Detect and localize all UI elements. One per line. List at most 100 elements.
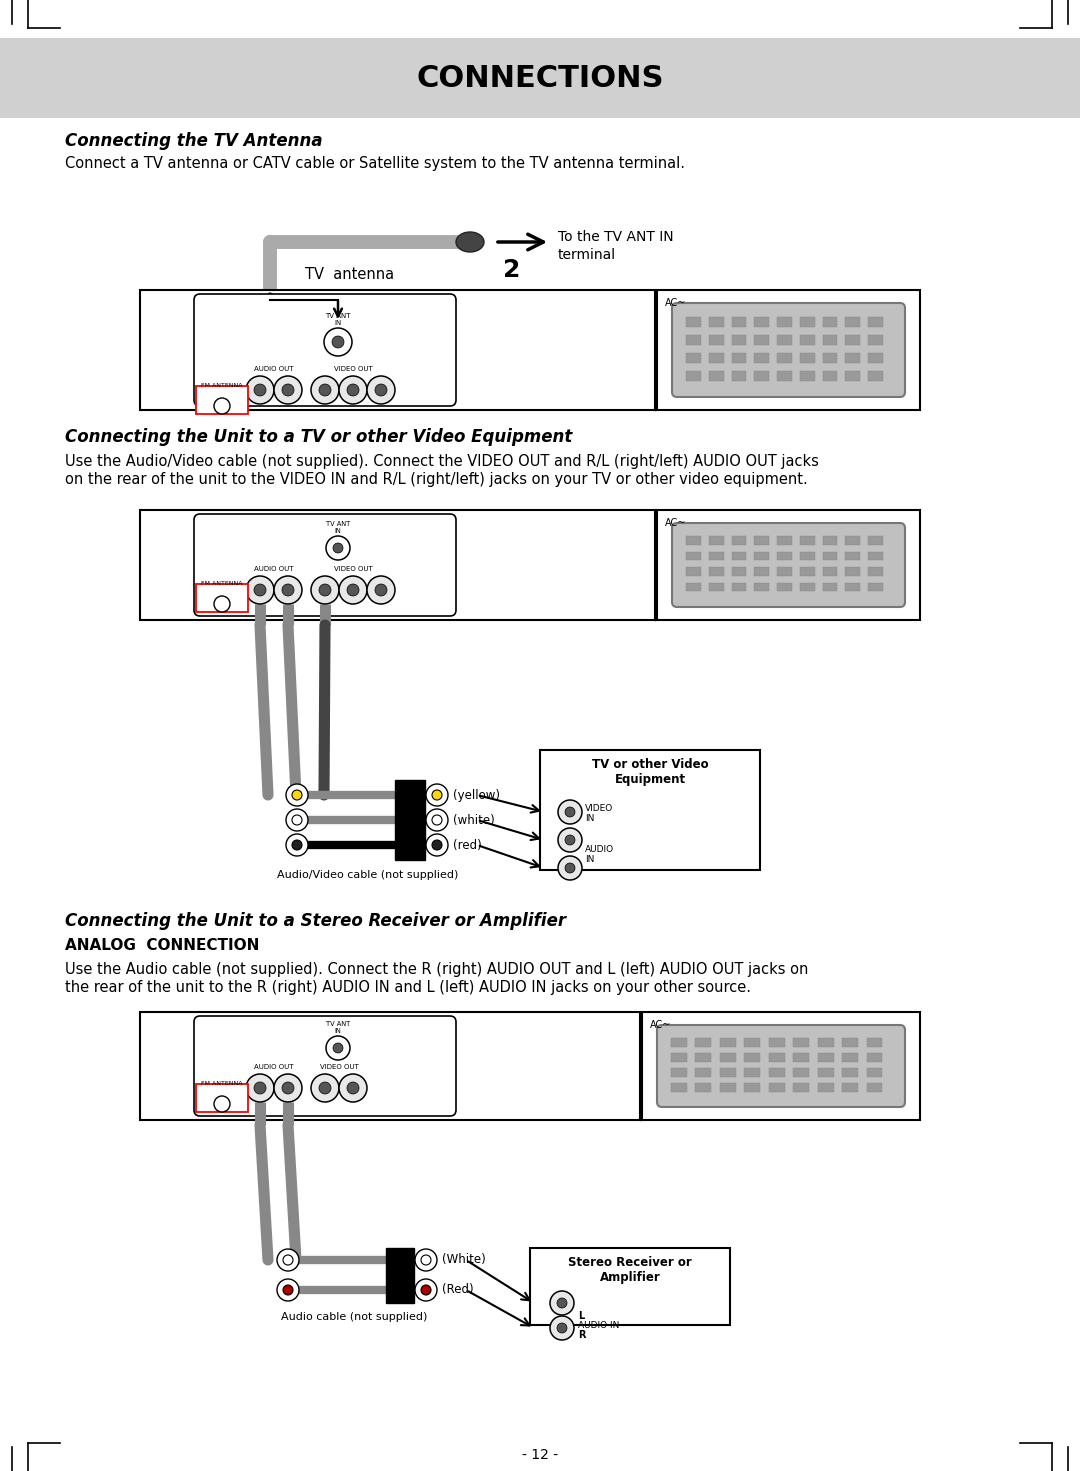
Bar — [818, 1083, 834, 1091]
Bar — [395, 780, 426, 861]
FancyBboxPatch shape — [657, 1025, 905, 1108]
Circle shape — [432, 840, 442, 850]
Text: Use the Audio/Video cable (not supplied). Connect the VIDEO OUT and R/L (right/l: Use the Audio/Video cable (not supplied)… — [65, 455, 819, 469]
Bar — [800, 552, 814, 560]
Bar — [793, 1039, 809, 1046]
Bar — [642, 1012, 920, 1119]
Bar — [140, 510, 654, 619]
Bar — [671, 1053, 687, 1062]
Circle shape — [274, 377, 302, 405]
Circle shape — [282, 584, 294, 596]
Bar — [846, 371, 861, 381]
Text: (Red): (Red) — [442, 1284, 474, 1296]
Circle shape — [415, 1278, 437, 1300]
Bar — [720, 1068, 735, 1077]
Circle shape — [274, 1074, 302, 1102]
Circle shape — [254, 584, 266, 596]
Bar — [793, 1068, 809, 1077]
Bar — [868, 335, 883, 344]
Bar — [793, 1053, 809, 1062]
Text: TV ANT
IN: TV ANT IN — [326, 1021, 350, 1034]
Text: AUDIO OUT: AUDIO OUT — [254, 566, 294, 572]
Bar — [868, 316, 883, 327]
Bar — [386, 1247, 414, 1302]
Circle shape — [276, 1249, 299, 1271]
FancyBboxPatch shape — [672, 524, 905, 608]
Bar — [754, 568, 769, 575]
Bar — [769, 1068, 785, 1077]
Bar — [696, 1053, 712, 1062]
Bar — [868, 552, 883, 560]
Bar — [754, 316, 769, 327]
Text: terminal: terminal — [558, 249, 616, 262]
Bar — [686, 568, 701, 575]
Circle shape — [282, 384, 294, 396]
Circle shape — [214, 1096, 230, 1112]
Bar — [846, 552, 861, 560]
Circle shape — [214, 596, 230, 612]
Bar — [868, 583, 883, 591]
Circle shape — [324, 328, 352, 356]
Circle shape — [292, 815, 302, 825]
Text: FM ANTENNA: FM ANTENNA — [201, 1081, 243, 1086]
Circle shape — [283, 1255, 293, 1265]
FancyBboxPatch shape — [194, 294, 456, 406]
Circle shape — [432, 815, 442, 825]
Text: AC~: AC~ — [665, 518, 687, 528]
Bar — [195, 385, 248, 413]
Bar — [823, 568, 837, 575]
Circle shape — [550, 1292, 573, 1315]
Bar — [868, 537, 883, 544]
Circle shape — [347, 384, 359, 396]
Bar — [720, 1083, 735, 1091]
Circle shape — [274, 577, 302, 605]
Text: FM ANTENNA: FM ANTENNA — [201, 382, 243, 388]
Circle shape — [558, 800, 582, 824]
Bar — [823, 371, 837, 381]
Text: VIDEO OUT: VIDEO OUT — [334, 366, 373, 372]
Bar — [708, 552, 724, 560]
Text: TV or other Video
Equipment: TV or other Video Equipment — [592, 758, 708, 786]
Text: (yellow): (yellow) — [453, 788, 500, 802]
Bar — [800, 316, 814, 327]
Text: R: R — [578, 1330, 585, 1340]
Bar — [800, 537, 814, 544]
Text: (red): (red) — [453, 838, 482, 852]
Bar — [778, 335, 792, 344]
Bar — [846, 353, 861, 362]
Bar — [754, 583, 769, 591]
Bar — [657, 290, 920, 410]
Circle shape — [326, 535, 350, 560]
Circle shape — [332, 335, 345, 349]
Bar — [778, 316, 792, 327]
Circle shape — [254, 384, 266, 396]
Bar — [846, 316, 861, 327]
Bar — [708, 568, 724, 575]
Bar — [686, 583, 701, 591]
Bar — [842, 1053, 858, 1062]
Circle shape — [558, 828, 582, 852]
Bar — [800, 568, 814, 575]
Bar — [744, 1068, 760, 1077]
Bar — [731, 316, 746, 327]
Bar — [754, 335, 769, 344]
Bar — [731, 537, 746, 544]
Bar — [696, 1068, 712, 1077]
Bar — [657, 510, 920, 619]
Bar — [793, 1083, 809, 1091]
Circle shape — [375, 384, 387, 396]
Circle shape — [347, 584, 359, 596]
Circle shape — [426, 809, 448, 831]
Circle shape — [326, 1036, 350, 1061]
Text: Connecting the Unit to a Stereo Receiver or Amplifier: Connecting the Unit to a Stereo Receiver… — [65, 912, 566, 930]
Circle shape — [282, 1083, 294, 1094]
FancyBboxPatch shape — [672, 303, 905, 397]
Bar — [778, 568, 792, 575]
Bar — [671, 1068, 687, 1077]
Bar — [868, 371, 883, 381]
Text: Stereo Receiver or
Amplifier: Stereo Receiver or Amplifier — [568, 1256, 692, 1284]
Text: AUDIO OUT: AUDIO OUT — [254, 366, 294, 372]
Text: on the rear of the unit to the VIDEO IN and R/L (right/left) jacks on your TV or: on the rear of the unit to the VIDEO IN … — [65, 472, 808, 487]
Bar — [866, 1053, 882, 1062]
Text: 2: 2 — [503, 257, 521, 282]
